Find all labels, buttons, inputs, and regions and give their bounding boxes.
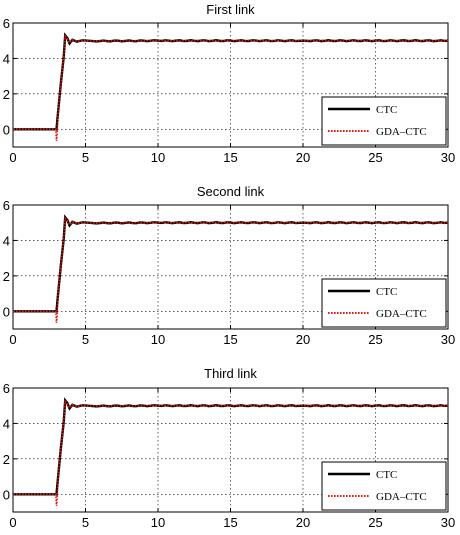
x-tick-label: 25	[368, 515, 382, 530]
x-tick-label: 10	[151, 332, 165, 347]
y-tick-label: 6	[3, 198, 10, 213]
x-tick-label: 30	[441, 150, 455, 165]
x-tick-label: 15	[223, 515, 237, 530]
x-tick-label: 30	[441, 515, 455, 530]
legend-box	[321, 461, 447, 511]
x-tick-label: 25	[368, 150, 382, 165]
legend-label: CTC	[376, 286, 397, 298]
y-tick-label: 4	[3, 416, 10, 431]
y-tick-label: 0	[3, 304, 10, 319]
legend-box	[321, 278, 447, 328]
y-tick-label: 2	[3, 87, 10, 102]
chart-panel-3: Third link 0 5 10 15 20 25 30 0 2 4 6 CTC GDA–CTC	[3, 366, 455, 530]
x-tick-label: 20	[296, 332, 310, 347]
y-tick-label: 6	[3, 381, 10, 396]
legend-label: CTC	[376, 104, 397, 116]
x-tick-label: 0	[9, 515, 16, 530]
legend-label: CTC	[376, 469, 397, 481]
legend-box	[321, 96, 447, 146]
legend-label: GDA–CTC	[376, 308, 427, 320]
x-tick-label: 20	[296, 515, 310, 530]
x-tick-label: 10	[151, 515, 165, 530]
chart-title: Second link	[197, 184, 265, 199]
y-tick-label: 0	[3, 487, 10, 502]
y-tick-label: 2	[3, 269, 10, 284]
x-tick-label: 0	[9, 150, 16, 165]
x-tick-label: 10	[151, 150, 165, 165]
x-tick-label: 20	[296, 150, 310, 165]
x-tick-label: 5	[82, 150, 89, 165]
legend-label: GDA–CTC	[376, 126, 427, 138]
x-tick-label: 5	[82, 332, 89, 347]
y-tick-label: 4	[3, 51, 10, 66]
x-tick-label: 15	[223, 150, 237, 165]
legend: CTC GDA–CTC	[321, 461, 447, 511]
y-tick-label: 0	[3, 122, 10, 137]
x-tick-label: 5	[82, 515, 89, 530]
legend-label: GDA–CTC	[376, 491, 427, 503]
chart-title: Third link	[204, 366, 257, 381]
x-tick-label: 25	[368, 332, 382, 347]
chart-panel-2: Second link 0 5 10 15 20 25 30 0 2 4 6 CTC GDA–CTC	[3, 184, 455, 347]
chart-panel-1: First link 0 5 10 15 20 25 30 0 2 4 6 CTC GDA–CTC	[3, 2, 455, 165]
chart-title: First link	[206, 2, 255, 17]
legend: CTC GDA–CTC	[321, 96, 447, 146]
x-tick-label: 0	[9, 332, 16, 347]
x-tick-label: 15	[223, 332, 237, 347]
y-tick-label: 2	[3, 452, 10, 467]
x-tick-label: 30	[441, 332, 455, 347]
y-tick-label: 6	[3, 16, 10, 31]
y-tick-label: 4	[3, 233, 10, 248]
legend: CTC GDA–CTC	[321, 278, 447, 328]
